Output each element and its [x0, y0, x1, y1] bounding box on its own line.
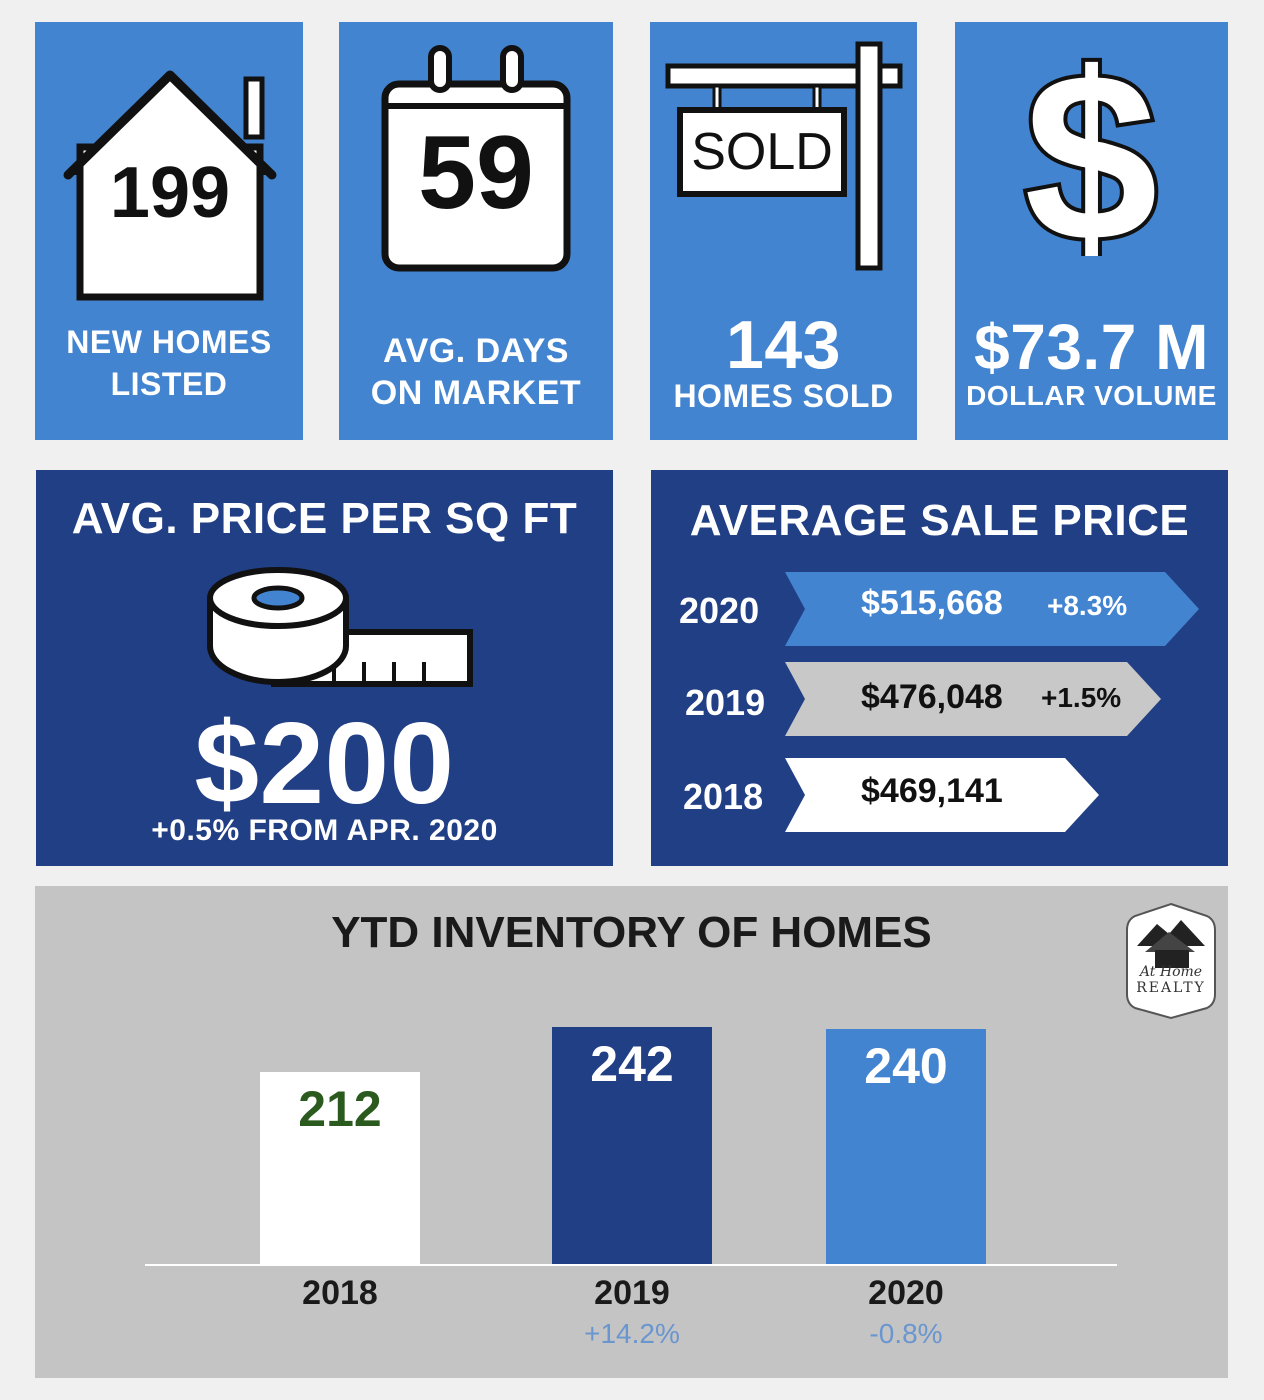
new-homes-value: 199 — [109, 153, 231, 233]
sale-year-2020: 2020 — [679, 590, 760, 631]
realty-logo-text-2: REALTY — [1136, 980, 1206, 996]
bar-value-label-2018: 212 — [298, 1081, 382, 1137]
realty-logo — [1126, 902, 1216, 1020]
sale-price-title: AVERAGE SALE PRICE — [689, 496, 1190, 545]
new-homes-label-1: NEW HOMES — [66, 324, 272, 360]
house-icon — [63, 70, 277, 301]
tape-measure-icon — [207, 567, 473, 687]
change-label-2019: +14.2% — [584, 1318, 680, 1349]
inventory-title: YTD INVENTORY OF HOMES — [331, 908, 932, 957]
ribbon-2018 — [785, 758, 1099, 832]
price-sqft-title: AVG. PRICE PER SQ FT — [71, 494, 578, 543]
realty-logo-text-1: At Home — [1139, 964, 1203, 980]
sale-price-2020: $515,668 — [861, 584, 1003, 622]
x-tick-label-2018: 2018 — [302, 1274, 378, 1312]
homes-sold-label: HOMES SOLD — [673, 378, 894, 414]
x-tick-label-2019: 2019 — [594, 1274, 670, 1312]
days-label-1: AVG. DAYS — [383, 332, 569, 370]
days-value: 59 — [418, 115, 534, 231]
sale-year-2019: 2019 — [685, 682, 766, 723]
tile-days-on-market: 59 AVG. DAYS ON MARKET — [339, 22, 613, 440]
sale-price-2019: $476,048 — [861, 678, 1003, 716]
tile-dollar-volume: $ $73.7 M DOLLAR VOLUME — [955, 22, 1228, 440]
sale-year-2018: 2018 — [683, 776, 764, 817]
new-homes-label-2: LISTED — [110, 366, 228, 402]
change-label-2020: -0.8% — [869, 1318, 943, 1349]
ribbon-2020 — [785, 572, 1199, 646]
sold-sign-icon — [665, 41, 903, 271]
tile-new-homes: 199 NEW HOMES LISTED — [35, 22, 303, 440]
chart-baseline — [145, 1264, 1117, 1266]
calendar-icon — [381, 45, 571, 272]
panel-price-per-sqft: AVG. PRICE PER SQ FT $200 +0.5% FROM APR… — [36, 470, 613, 866]
sold-sign-text: SOLD — [691, 123, 833, 181]
panel-average-sale-price: AVERAGE SALE PRICE 2020 $515,668 +8.3% 2… — [651, 470, 1228, 866]
dollar-volume-value: $73.7 M — [974, 311, 1209, 383]
panel-ytd-inventory: YTD INVENTORY OF HOMES At Home REALTY 21… — [35, 886, 1228, 1378]
bar-2019: 242 — [552, 1027, 712, 1264]
homes-sold-value: 143 — [726, 307, 841, 383]
price-sqft-change: +0.5% FROM APR. 2020 — [151, 814, 498, 847]
inventory-chart: 212 242 240 — [145, 986, 1117, 1266]
dollar-volume-label: DOLLAR VOLUME — [966, 380, 1217, 411]
sale-change-2019: +1.5% — [1041, 682, 1122, 713]
bar-value-label-2020: 240 — [864, 1038, 948, 1094]
sale-price-2018: $469,141 — [861, 772, 1003, 810]
dollar-icon: $ — [1021, 56, 1161, 256]
tile-homes-sold: SOLD 143 HOMES SOLD — [650, 22, 917, 440]
ribbon-2019 — [785, 662, 1161, 736]
price-sqft-value: $200 — [194, 698, 455, 828]
sale-change-2020: +8.3% — [1047, 590, 1128, 621]
x-tick-label-2020: 2020 — [868, 1274, 944, 1312]
svg-text:$: $ — [1024, 56, 1157, 256]
days-label-2: ON MARKET — [370, 374, 582, 412]
bar-2018: 212 — [260, 1072, 420, 1264]
bar-value-label-2019: 242 — [590, 1036, 674, 1092]
bar-2020: 240 — [826, 1029, 986, 1264]
